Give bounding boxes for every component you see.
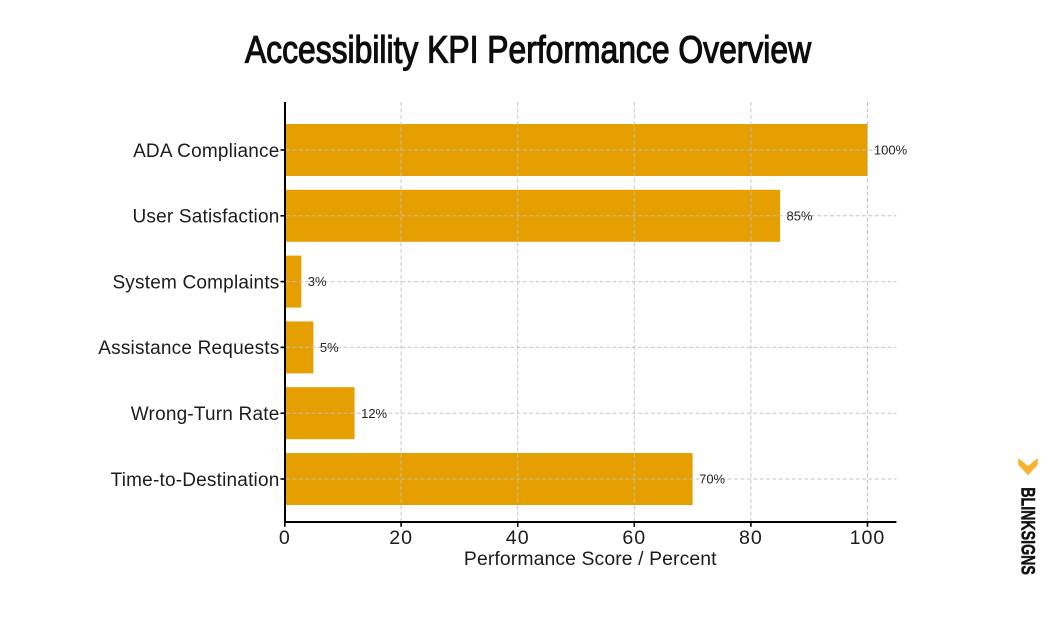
svg-text:BLINKSIGNS: BLINKSIGNS: [1017, 487, 1039, 575]
svg-text:ADA Compliance: ADA Compliance: [133, 141, 279, 162]
svg-text:70%: 70%: [699, 472, 725, 487]
svg-text:85%: 85%: [787, 208, 813, 223]
svg-text:60: 60: [622, 527, 646, 549]
svg-text:Assistance Requests: Assistance Requests: [98, 338, 279, 359]
svg-text:3%: 3%: [308, 274, 327, 289]
svg-text:80: 80: [739, 527, 763, 549]
svg-text:System Complaints: System Complaints: [112, 272, 279, 293]
svg-text:100%: 100%: [874, 143, 908, 158]
svg-text:40: 40: [506, 527, 530, 549]
svg-text:Accessibility KPI Performance: Accessibility KPI Performance Overview: [245, 29, 812, 71]
svg-text:Performance Score / Percent: Performance Score / Percent: [464, 548, 717, 570]
svg-text:User Satisfaction: User Satisfaction: [132, 207, 279, 228]
svg-text:Wrong-Turn Rate: Wrong-Turn Rate: [131, 404, 280, 425]
svg-text:20: 20: [389, 527, 413, 549]
svg-text:5%: 5%: [320, 340, 339, 355]
svg-text:100: 100: [850, 527, 886, 549]
svg-text:0: 0: [279, 527, 291, 549]
svg-text:Time-to-Destination: Time-to-Destination: [111, 470, 280, 491]
svg-text:12%: 12%: [361, 406, 387, 421]
